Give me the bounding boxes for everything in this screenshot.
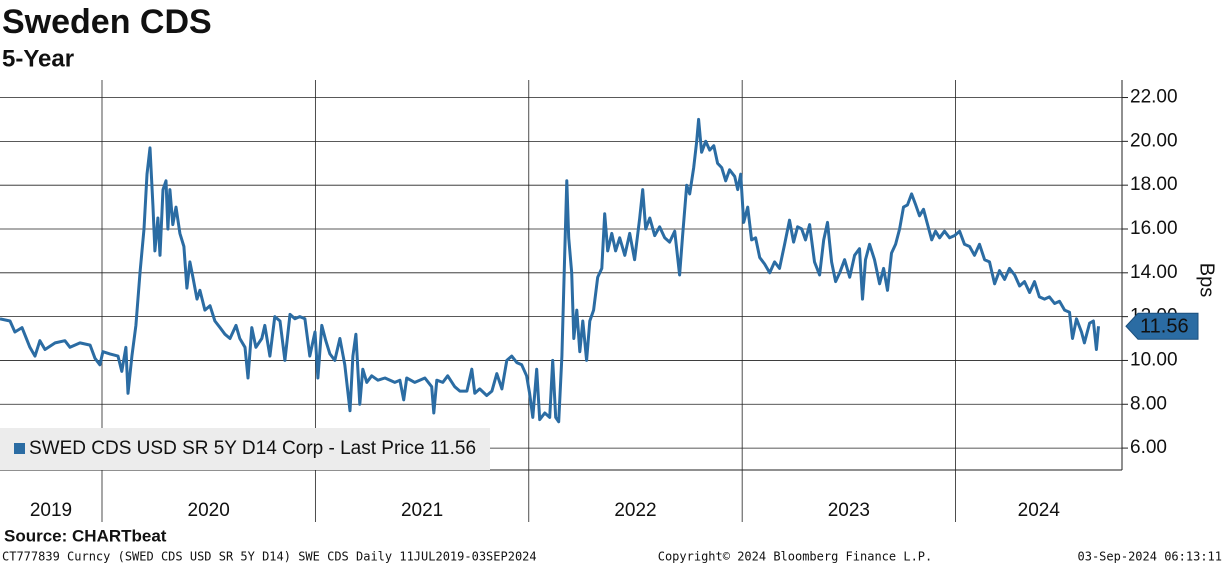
legend-label: SWED CDS USD SR 5Y D14 Corp - Last Price… [29, 438, 476, 459]
chart-subtitle: 5-Year [2, 45, 74, 72]
x-tick-label: 2024 [1018, 500, 1061, 521]
legend-swatch [14, 443, 25, 454]
legend-box [0, 428, 490, 470]
data-line [0, 117, 1100, 424]
y-tick-label: 8.00 [1130, 393, 1167, 414]
x-tick-label: 2022 [614, 500, 656, 521]
footer-left: CT777839 Curncy (SWED CDS USD SR 5Y D14)… [2, 550, 537, 564]
source: Source: CHARTbeat [4, 526, 167, 545]
y-tick-label: 14.00 [1130, 262, 1178, 283]
chart-title: Sweden CDS [2, 3, 212, 41]
x-tick-label: 2019 [30, 500, 72, 521]
last-value-tag [1125, 312, 1199, 340]
y-tick-label: 16.00 [1130, 218, 1178, 239]
y-axis-label: Bps [1196, 263, 1218, 297]
y-tick-label: 20.00 [1130, 130, 1178, 151]
footer-right: 03-Sep-2024 06:13:11 [1078, 550, 1223, 564]
footer-center: Copyright© 2024 Bloomberg Finance L.P. [658, 550, 933, 564]
x-tick-label: 2020 [188, 500, 230, 521]
x-tick-label: 2023 [828, 500, 870, 521]
y-tick-label: 18.00 [1130, 174, 1178, 195]
last-value-label: 11.56 [1140, 316, 1189, 338]
y-tick-label: 10.00 [1130, 349, 1178, 370]
x-tick-label: 2021 [401, 500, 443, 521]
y-tick-label: 6.00 [1130, 437, 1167, 458]
y-tick-label: 22.00 [1130, 87, 1178, 108]
